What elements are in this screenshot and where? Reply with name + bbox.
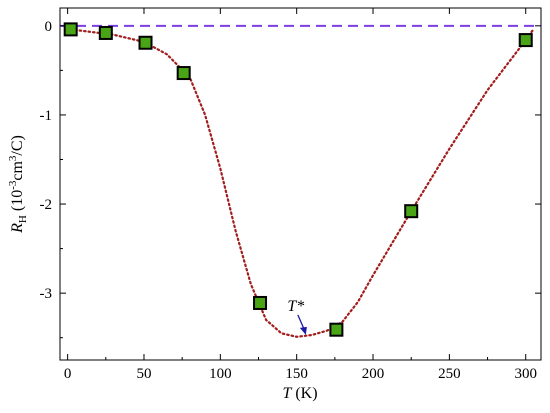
annotation-arrowhead	[299, 326, 307, 335]
x-tick-label: 100	[209, 366, 232, 382]
y-tick-label: -2	[40, 197, 53, 213]
y-tick-label: 0	[45, 19, 53, 35]
y-axis-unit-exp1: -3	[7, 180, 19, 190]
x-tick-label: 200	[362, 366, 385, 382]
fit-curve	[69, 28, 535, 338]
data-point-marker	[63, 22, 78, 37]
x-axis-symbol: T	[282, 385, 292, 402]
y-tick-label: -3	[40, 286, 53, 302]
y-axis-subscript: H	[17, 215, 29, 223]
x-axis-label: T (K)	[282, 385, 317, 402]
y-axis-unit-open: (10	[9, 190, 26, 211]
annotation-layer: T*	[287, 298, 307, 335]
x-tick-label: 300	[514, 366, 537, 382]
fit-curve-layer	[69, 28, 535, 338]
plot-frame	[59, 7, 542, 361]
data-point-marker	[329, 322, 344, 337]
y-axis-symbol: R	[9, 223, 26, 234]
y-axis-unit-exp2: 3	[7, 155, 19, 161]
x-tick-label: 250	[438, 366, 461, 382]
y-axis-label: RH (10-3cm3/C)	[7, 135, 29, 234]
x-axis-unit: (K)	[295, 385, 317, 402]
annotation-label: T*	[287, 298, 304, 315]
data-point-marker	[404, 204, 419, 219]
x-tick-label: 50	[136, 366, 151, 382]
y-axis-unit-close: /C)	[9, 135, 26, 155]
data-point-marker	[176, 66, 191, 81]
data-point-marker	[518, 33, 533, 48]
y-axis-unit-mid: cm	[9, 161, 26, 181]
data-point-marker	[138, 35, 153, 50]
x-tick-label: 150	[285, 366, 308, 382]
data-markers	[63, 22, 533, 337]
x-tick-label: 0	[64, 366, 72, 382]
ticks-layer: 0 50 100 150 200 250 300 0 -1 -2 -3	[40, 8, 541, 382]
data-point-marker	[253, 295, 268, 310]
data-point-marker	[98, 25, 113, 40]
y-tick-label: -1	[40, 108, 53, 124]
